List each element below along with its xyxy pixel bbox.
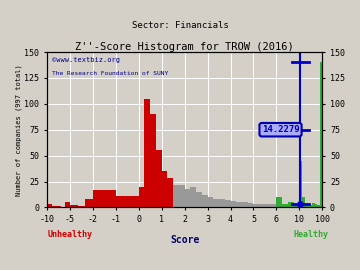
- Bar: [173, 185, 179, 207]
- Bar: [93, 190, 116, 207]
- Bar: [85, 199, 93, 207]
- Bar: [253, 204, 265, 207]
- Bar: [150, 114, 156, 207]
- Bar: [116, 196, 139, 207]
- Bar: [185, 189, 190, 207]
- Bar: [208, 197, 213, 207]
- Bar: [47, 204, 51, 207]
- Bar: [317, 205, 320, 207]
- Bar: [288, 202, 294, 207]
- Bar: [196, 192, 202, 207]
- Bar: [300, 161, 302, 207]
- Bar: [302, 197, 305, 207]
- Bar: [179, 185, 185, 207]
- Bar: [242, 202, 248, 207]
- Bar: [190, 187, 196, 207]
- Bar: [320, 62, 322, 207]
- Bar: [315, 204, 317, 207]
- Title: Z''-Score Histogram for TROW (2016): Z''-Score Histogram for TROW (2016): [75, 42, 294, 52]
- Bar: [294, 204, 300, 207]
- Bar: [156, 150, 162, 207]
- Bar: [265, 204, 276, 207]
- Bar: [236, 202, 242, 207]
- Bar: [139, 187, 144, 207]
- Bar: [167, 178, 173, 207]
- Bar: [70, 205, 77, 207]
- Bar: [144, 99, 150, 207]
- Bar: [310, 205, 312, 207]
- Bar: [219, 199, 225, 207]
- X-axis label: Score: Score: [170, 235, 199, 245]
- Bar: [282, 204, 288, 207]
- Text: Sector: Financials: Sector: Financials: [132, 21, 228, 30]
- Text: ©www.textbiz.org: ©www.textbiz.org: [53, 57, 121, 63]
- Bar: [77, 206, 85, 207]
- Bar: [213, 199, 219, 207]
- Y-axis label: Number of companies (997 total): Number of companies (997 total): [15, 64, 22, 195]
- Bar: [248, 203, 253, 207]
- Bar: [307, 204, 310, 207]
- Bar: [276, 197, 282, 207]
- Bar: [56, 206, 61, 207]
- Text: Healthy: Healthy: [293, 230, 328, 239]
- Bar: [230, 201, 236, 207]
- Bar: [51, 206, 56, 207]
- Bar: [65, 202, 70, 207]
- Text: 14.2279: 14.2279: [262, 125, 299, 134]
- Bar: [312, 203, 315, 207]
- Bar: [225, 200, 230, 207]
- Text: The Research Foundation of SUNY: The Research Foundation of SUNY: [53, 71, 169, 76]
- Text: Unhealthy: Unhealthy: [48, 230, 93, 239]
- Bar: [162, 171, 167, 207]
- Bar: [202, 195, 208, 207]
- Bar: [305, 203, 307, 207]
